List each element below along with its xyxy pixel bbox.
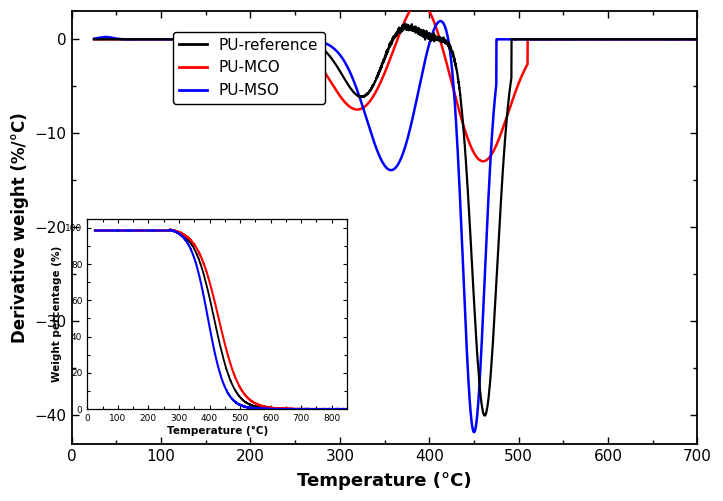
Legend: PU-reference, PU-MCO, PU-MSO: PU-reference, PU-MCO, PU-MSO [174,32,325,104]
X-axis label: Temperature (°C): Temperature (°C) [297,472,472,490]
Y-axis label: Derivative weight (%/°C): Derivative weight (%/°C) [11,112,29,343]
